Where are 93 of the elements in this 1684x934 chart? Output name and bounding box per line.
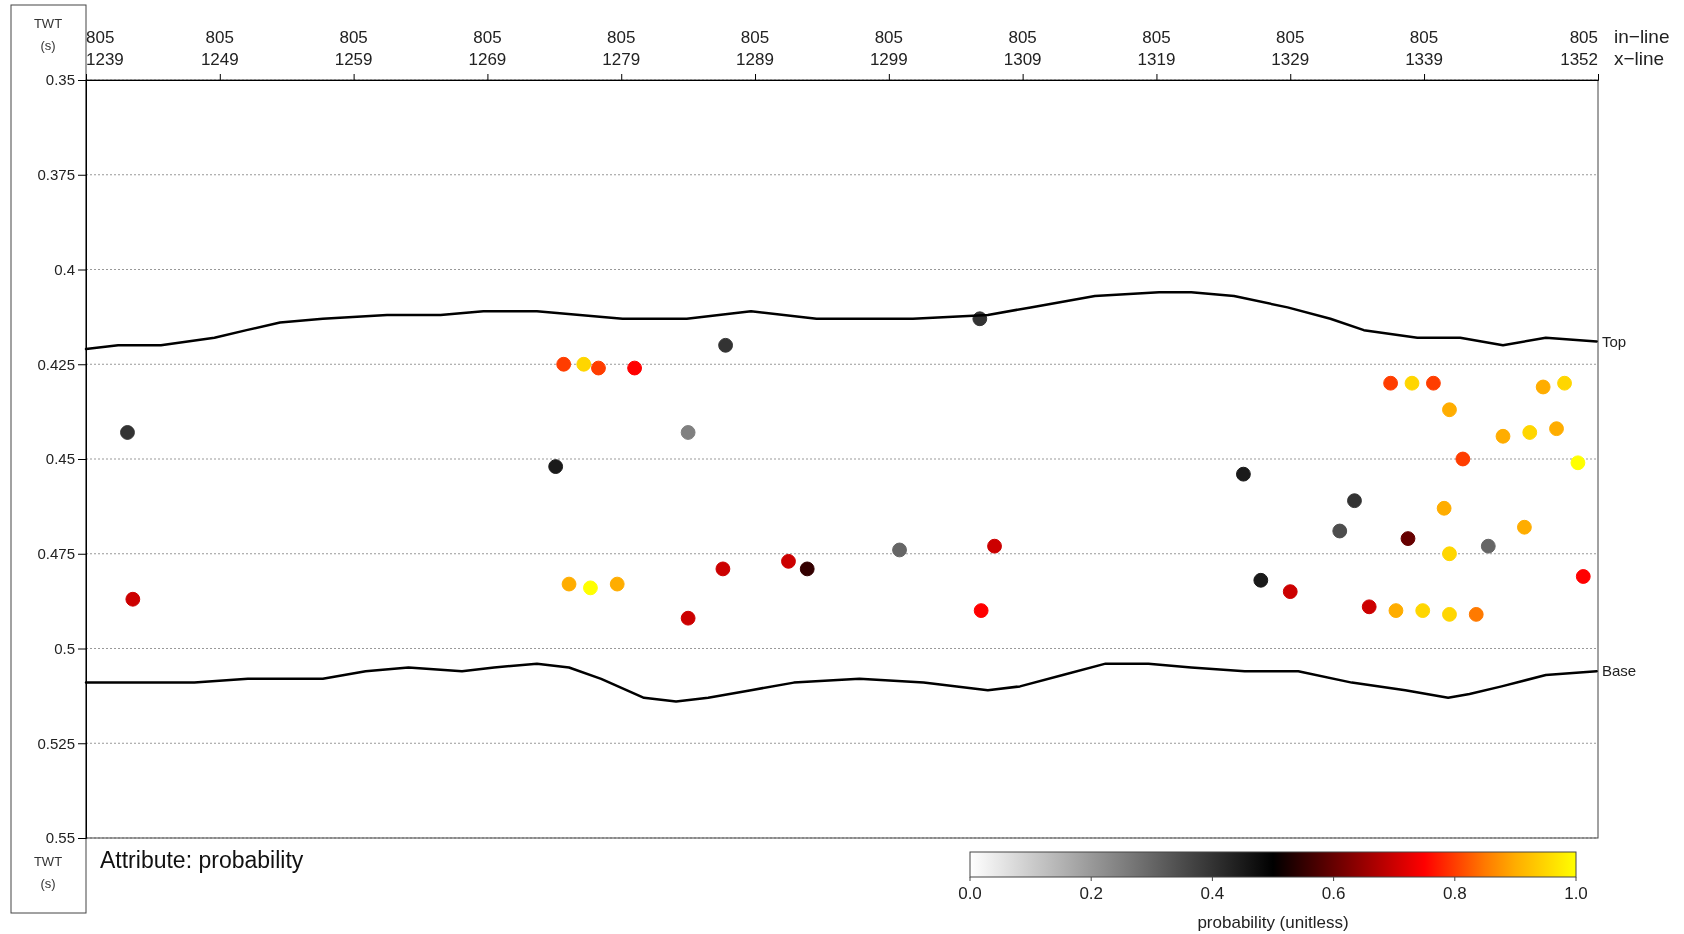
text: 805 — [874, 28, 904, 47]
color-bar-label: 0.2 — [1079, 884, 1104, 903]
point — [1388, 603, 1404, 618]
x-tick-label: 1352 — [1560, 50, 1598, 69]
x-tick-label: 1329 — [1271, 50, 1310, 69]
x-tick-label: 1299 — [869, 50, 908, 69]
y-tick-label: 0.55 — [45, 829, 75, 847]
point — [1253, 572, 1269, 588]
color-bar-label: 1.0 — [1564, 884, 1588, 903]
point — [1332, 523, 1348, 539]
point — [1426, 375, 1441, 391]
point — [561, 576, 577, 592]
point — [576, 356, 592, 372]
point — [680, 610, 696, 626]
text: 805 — [339, 28, 368, 47]
point — [1436, 500, 1452, 516]
point — [799, 561, 815, 577]
point — [1570, 455, 1586, 471]
text: 805 — [740, 28, 770, 47]
x-tick-label: 1259 — [334, 50, 373, 69]
point — [1442, 402, 1457, 418]
point — [1236, 466, 1251, 482]
point — [125, 591, 141, 607]
point — [680, 425, 696, 440]
text: 805 — [86, 28, 115, 47]
x-tick-label: 1309 — [1003, 50, 1042, 69]
point — [892, 542, 907, 558]
color-bar-label: 0.8 — [1442, 884, 1467, 903]
text: 805 — [1142, 28, 1171, 47]
x2-axis-title: in−line — [1614, 26, 1670, 47]
text: 805 — [205, 28, 234, 47]
point — [715, 561, 731, 577]
point — [556, 356, 572, 372]
x-axis-title: x−line — [1614, 48, 1665, 69]
text: TWT (s) — [33, 16, 63, 53]
point — [1535, 379, 1551, 395]
text: 805 — [607, 28, 636, 47]
point — [1383, 375, 1399, 391]
series-label: Top — [1602, 332, 1627, 350]
text: 805 — [1008, 28, 1037, 47]
y-tick-label: 0.425 — [37, 355, 75, 373]
color-bar-title: probability (unitless) — [1197, 913, 1349, 932]
y-tick-label: 0.5 — [54, 639, 75, 657]
x-tick-label: 1269 — [468, 50, 507, 69]
point — [1557, 375, 1572, 391]
point — [591, 360, 606, 376]
x-tick-label: 1279 — [602, 50, 641, 69]
y-tick-label: 0.375 — [37, 166, 75, 184]
point — [973, 603, 989, 618]
point — [583, 580, 598, 596]
y-tick-label: 0.4 — [54, 260, 75, 278]
y-tick-label: 0.475 — [37, 545, 75, 563]
point — [627, 360, 643, 376]
point — [1480, 538, 1496, 554]
y-tick-label: 0.35 — [45, 71, 75, 89]
color-bar-label: 0.4 — [1200, 884, 1225, 903]
point — [1442, 546, 1457, 562]
y-tick-label: 0.45 — [45, 450, 75, 468]
point — [1400, 531, 1416, 546]
point — [1442, 606, 1457, 622]
point — [1522, 425, 1538, 440]
point — [1347, 493, 1362, 509]
point — [1404, 375, 1420, 391]
point — [1455, 451, 1471, 467]
text: 805 — [473, 28, 502, 47]
point — [1415, 603, 1431, 618]
text: 805 — [1276, 28, 1305, 47]
point — [120, 425, 135, 440]
text: 805 — [1569, 28, 1598, 47]
point — [1517, 519, 1532, 535]
point — [548, 459, 564, 474]
point — [609, 576, 625, 592]
color-bar-label: 0.0 — [958, 884, 982, 903]
y-axis-title: TWT (s) — [33, 854, 63, 891]
point — [1468, 606, 1484, 622]
x-tick-label: 1319 — [1137, 50, 1176, 69]
text: Attribute: probability — [100, 847, 304, 873]
point — [1361, 599, 1377, 615]
point — [718, 337, 733, 353]
point — [987, 538, 1002, 554]
point — [1549, 421, 1564, 437]
x-tick-label: 1239 — [86, 50, 124, 69]
point — [1282, 584, 1298, 600]
x-tick-label: 1249 — [200, 50, 239, 69]
point — [781, 553, 796, 569]
color-bar-label: 0.6 — [1321, 884, 1346, 903]
text: 805 — [1409, 28, 1439, 47]
series-label: Base — [1602, 662, 1637, 680]
x-tick-label: 1289 — [736, 50, 774, 69]
point — [1495, 428, 1511, 444]
point — [1575, 569, 1591, 584]
y-tick-label: 0.525 — [37, 734, 75, 752]
x-tick-label: 1339 — [1405, 50, 1443, 69]
